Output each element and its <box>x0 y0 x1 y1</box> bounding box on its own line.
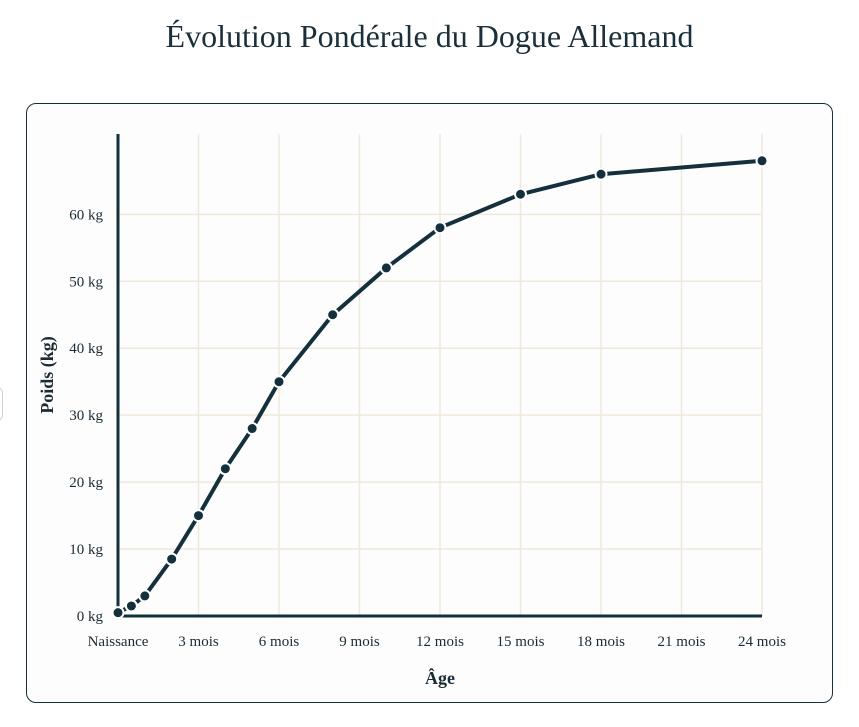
y-tick-label: 60 kg <box>69 207 103 223</box>
series-line <box>116 158 764 615</box>
data-points <box>111 154 769 620</box>
data-point[interactable] <box>111 606 125 620</box>
data-point[interactable] <box>124 599 138 613</box>
data-point[interactable] <box>138 589 152 603</box>
y-tick-label: 0 kg <box>77 609 104 625</box>
y-axis-title: Poids (kg) <box>37 336 58 414</box>
data-point[interactable] <box>514 187 527 201</box>
x-tick-label: 3 mois <box>178 634 219 650</box>
x-tick-label: 15 mois <box>497 634 545 650</box>
x-tick-label: 21 mois <box>658 634 706 650</box>
chart-svg: Naissance 3 mois 6 mois 9 mois 12 mois 15 moi… <box>37 134 786 688</box>
y-tick-label: 40 kg <box>69 341 103 357</box>
x-tick-label: 18 mois <box>577 634 625 650</box>
data-point[interactable] <box>218 462 232 476</box>
y-tick-label: 20 kg <box>69 475 103 491</box>
y-tick-label: 50 kg <box>69 274 103 290</box>
data-point[interactable] <box>326 308 340 322</box>
data-point[interactable] <box>379 261 393 275</box>
data-point[interactable] <box>192 509 205 523</box>
x-tick-label: 6 mois <box>259 634 300 650</box>
chart-title: Évolution Pondérale du Dogue Allemand <box>165 18 694 54</box>
data-point[interactable] <box>272 375 286 389</box>
x-tick-label: 12 mois <box>416 634 464 650</box>
series-line-layer <box>116 158 764 615</box>
grid <box>118 134 763 616</box>
x-tick-label: 9 mois <box>339 634 380 650</box>
data-point[interactable] <box>245 422 259 436</box>
y-tick-label: 10 kg <box>69 542 103 558</box>
chart-card: Naissance 3 mois 6 mois 9 mois 12 mois 15 moi… <box>26 103 833 703</box>
y-tick-label: 30 kg <box>69 408 103 424</box>
x-tick-label: Naissance <box>88 634 149 650</box>
data-point[interactable] <box>594 167 608 181</box>
x-axis-title: Âge <box>425 667 455 688</box>
x-tick-label: 24 mois <box>738 634 786 650</box>
axes <box>116 134 762 618</box>
data-point[interactable] <box>165 552 179 566</box>
data-point[interactable] <box>755 154 769 168</box>
data-point[interactable] <box>433 221 447 235</box>
side-panel-tab[interactable] <box>0 387 3 421</box>
tick-labels: Naissance 3 mois 6 mois 9 mois 12 mois 15 moi… <box>69 207 786 650</box>
